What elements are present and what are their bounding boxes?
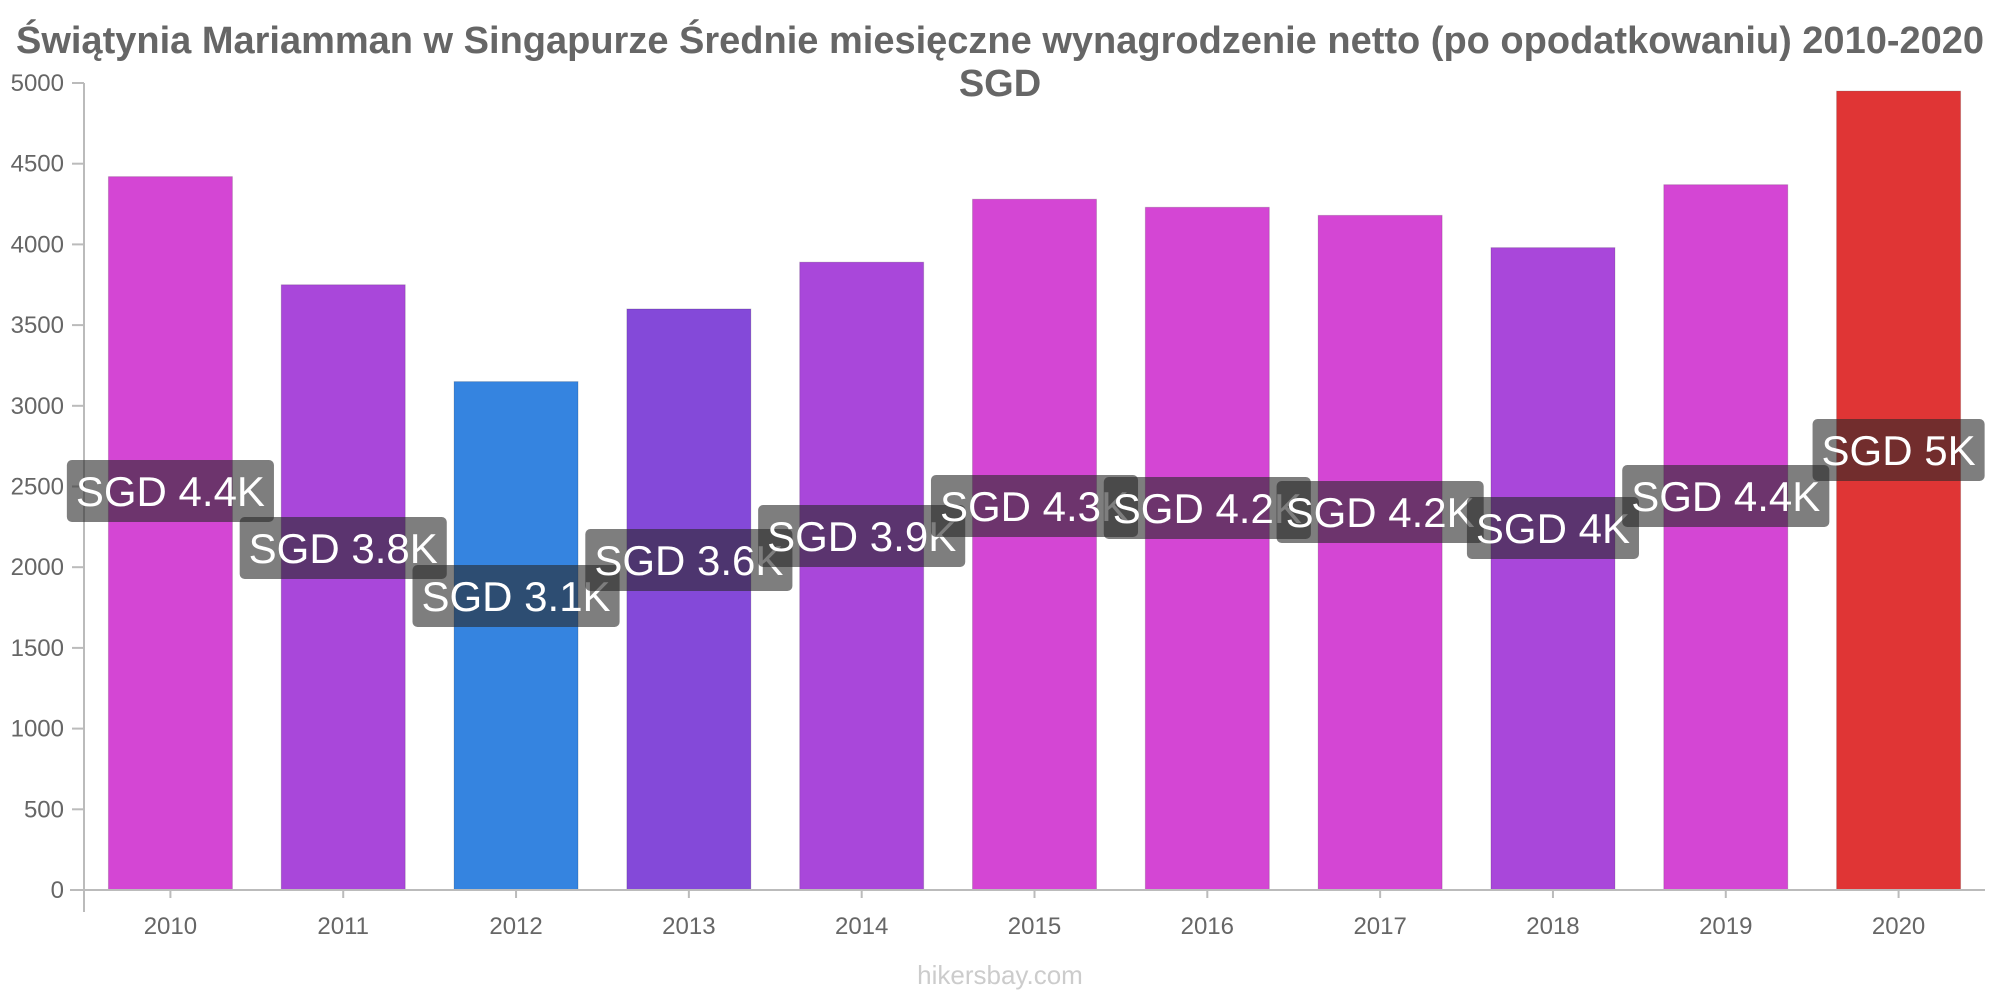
bar-2019[interactable] — [1663, 184, 1789, 891]
y-tick-label: 1000 — [11, 716, 64, 743]
data-label-text: SGD 4.2K — [1286, 489, 1475, 536]
bar-2010[interactable] — [107, 176, 233, 891]
data-label-background — [1466, 497, 1639, 559]
x-tick-label-2013: 2013 — [662, 913, 715, 940]
data-label-text: SGD 5K — [1822, 427, 1976, 474]
bar-2012[interactable] — [453, 381, 579, 891]
bar-2015[interactable] — [972, 198, 1097, 891]
data-label-background — [585, 529, 793, 591]
data-label-text: SGD 4.3K — [940, 483, 1129, 530]
data-label-background — [758, 505, 966, 567]
data-label-2011: SGD 3.8K — [239, 517, 447, 579]
y-tick-label: 5000 — [11, 70, 64, 97]
x-tick-label-2018: 2018 — [1526, 913, 1579, 940]
data-label-text: SGD 4.4K — [1631, 473, 1820, 520]
bar-2011[interactable] — [280, 284, 406, 891]
data-label-2019: SGD 4.4K — [1622, 465, 1830, 527]
x-tick-label-2014: 2014 — [835, 913, 888, 940]
y-tick-label: 2000 — [11, 554, 64, 581]
bar-2014[interactable] — [799, 261, 925, 891]
y-tick-label: 500 — [24, 796, 64, 823]
y-tick-label: 0 — [51, 877, 64, 904]
data-label-background — [1276, 481, 1484, 543]
data-label-text: SGD 3.1K — [421, 573, 610, 620]
data-label-background — [66, 460, 274, 522]
data-label-background — [1812, 419, 1985, 481]
data-label-text: SGD 3.6K — [594, 537, 783, 584]
data-label-text: SGD 3.8K — [249, 525, 438, 572]
data-label-background — [1622, 465, 1830, 527]
data-label-text: SGD 4.2K — [1113, 485, 1302, 532]
data-label-2017: SGD 4.2K — [1276, 481, 1484, 543]
x-tick-label-2015: 2015 — [1008, 913, 1061, 940]
chart-title: Świątynia Mariamman w Singapurze Średnie… — [15, 20, 1985, 105]
data-label-2010: SGD 4.4K — [66, 460, 274, 522]
x-tick-label-2019: 2019 — [1699, 913, 1752, 940]
y-tick-label: 2500 — [11, 474, 64, 501]
data-label-2015: SGD 4.3K — [930, 475, 1139, 537]
data-label-text: SGD 4.4K — [76, 468, 265, 515]
bars — [107, 90, 1962, 891]
data-label-2012: SGD 3.1K — [412, 565, 620, 627]
y-axis: 0 500 1000 1500 2000 2500 3000 3500 4000 4500 5000 — [11, 70, 85, 912]
data-label-background — [412, 565, 620, 627]
y-tick-label: 4500 — [11, 151, 64, 178]
data-label-2014: SGD 3.9K — [758, 505, 966, 567]
data-label-2016: SGD 4.2K — [1103, 477, 1311, 539]
x-tick-label-2016: 2016 — [1181, 913, 1234, 940]
x-tick-label-2012: 2012 — [489, 913, 542, 940]
bar-2013[interactable] — [626, 308, 752, 891]
x-tick-label-2017: 2017 — [1353, 913, 1406, 940]
data-label-2020: SGD 5K — [1812, 419, 1985, 481]
data-label-text: SGD 4K — [1476, 505, 1630, 552]
data-label-background — [1103, 477, 1311, 539]
bar-2016[interactable] — [1144, 206, 1270, 891]
data-label-2013: SGD 3.6K — [585, 529, 793, 591]
x-tick-label-2011: 2011 — [317, 913, 369, 940]
watermark: hikersbay.com — [917, 960, 1083, 990]
y-tick-label: 1500 — [11, 635, 64, 662]
bar-2018[interactable] — [1490, 247, 1616, 891]
x-tick-label-2020: 2020 — [1872, 913, 1925, 940]
y-tick-label: 4000 — [11, 231, 64, 258]
data-label-background — [239, 517, 447, 579]
y-tick-label: 3000 — [11, 393, 64, 420]
x-tick-label-2010: 2010 — [144, 913, 197, 940]
y-tick-label: 3500 — [11, 312, 64, 339]
bar-2020[interactable] — [1836, 90, 1962, 891]
data-label-text: SGD 3.9K — [767, 513, 956, 560]
data-label-background — [930, 475, 1139, 537]
bar-2017[interactable] — [1317, 214, 1443, 891]
data-label-2018: SGD 4K — [1466, 497, 1639, 559]
x-axis: 2010 2011 2012 2013 2014 2015 2016 2017 2018 2019… — [70, 889, 1985, 940]
